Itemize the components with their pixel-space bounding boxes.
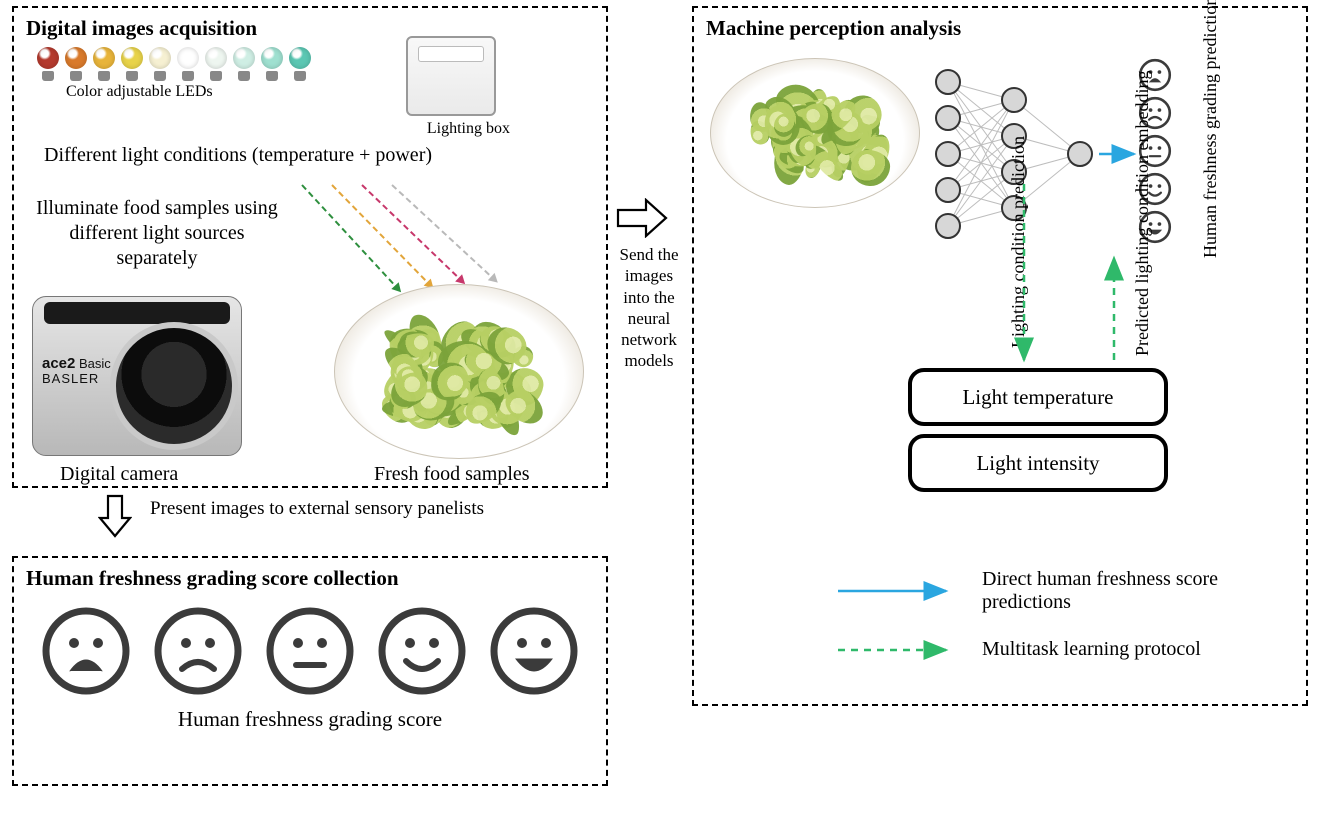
send-images-text: Send the images into the neural network … <box>614 244 684 372</box>
conditions-text: Different light conditions (temperature … <box>44 144 432 167</box>
led-bulb-icon <box>120 47 144 81</box>
panel-machine-perception: Machine perception analysis Lighting con… <box>692 6 1308 706</box>
camera-caption: Digital camera <box>60 463 178 486</box>
grading-face-icon <box>488 605 580 697</box>
camera-brand-top: ace2 <box>42 355 75 372</box>
box-light-intensity: Light intensity <box>908 434 1168 492</box>
legend: Direct human freshness score predictions… <box>834 568 1306 685</box>
light-ray-arrow <box>391 184 496 281</box>
nn-node <box>935 69 961 95</box>
grading-faces-row <box>26 605 594 697</box>
lighting-box-icon <box>406 36 496 116</box>
led-bulb-icon <box>232 47 256 81</box>
panel-human-grading-title: Human freshness grading score collection <box>26 566 594 591</box>
led-bulb-icon <box>204 47 228 81</box>
legend-arrow-multitask <box>834 640 954 660</box>
grading-face-icon <box>40 605 132 697</box>
panel-acquisition: Digital images acquisition Color adjusta… <box>12 6 608 488</box>
present-images-text: Present images to external sensory panel… <box>150 498 484 521</box>
panel-human-grading: Human freshness grading score collection… <box>12 556 608 786</box>
food-sample-image-small <box>710 58 920 208</box>
nn-node <box>1001 87 1027 113</box>
legend-direct-text: Direct human freshness score predictions <box>982 568 1306 614</box>
led-row <box>36 47 594 81</box>
camera-brand-bottom: BASLER <box>42 371 99 386</box>
arrow-down-icon <box>98 494 132 538</box>
camera-brand-side: Basic <box>79 356 111 371</box>
led-bulb-icon <box>64 47 88 81</box>
nn-node <box>935 105 961 131</box>
led-bulb-icon <box>36 47 60 81</box>
grading-face-icon <box>152 605 244 697</box>
nn-node <box>935 177 961 203</box>
led-bulb-icon <box>176 47 200 81</box>
grading-face-icon <box>376 605 468 697</box>
grading-face-icon <box>264 605 356 697</box>
legend-multitask-text: Multitask learning protocol <box>982 638 1201 661</box>
nn-node <box>935 213 961 239</box>
led-bulb-icon <box>288 47 312 81</box>
digital-camera-icon: ace2 Basic BASLER <box>32 296 242 456</box>
nn-node <box>1067 141 1093 167</box>
illuminate-text: Illuminate food samples using different … <box>32 196 282 271</box>
lighting-box-caption: Lighting box <box>427 120 510 138</box>
led-caption: Color adjustable LEDs <box>66 83 594 101</box>
led-bulb-icon <box>260 47 284 81</box>
grading-caption: Human freshness grading score <box>26 707 594 732</box>
label-lighting-embedding: Predicted lighting condition embedding <box>1132 71 1153 356</box>
arrow-right-icon <box>616 198 668 238</box>
label-lighting-prediction: Lighting condition prediction <box>1008 136 1029 348</box>
nn-node <box>935 141 961 167</box>
box-light-temperature: Light temperature <box>908 368 1168 426</box>
food-caption: Fresh food samples <box>374 463 530 486</box>
label-grading-predictions: Human freshness grading predictions <box>1200 0 1221 258</box>
led-bulb-icon <box>148 47 172 81</box>
led-bulb-icon <box>92 47 116 81</box>
panel-acquisition-title: Digital images acquisition <box>26 16 594 41</box>
legend-arrow-direct <box>834 581 954 601</box>
food-sample-image <box>334 284 584 459</box>
